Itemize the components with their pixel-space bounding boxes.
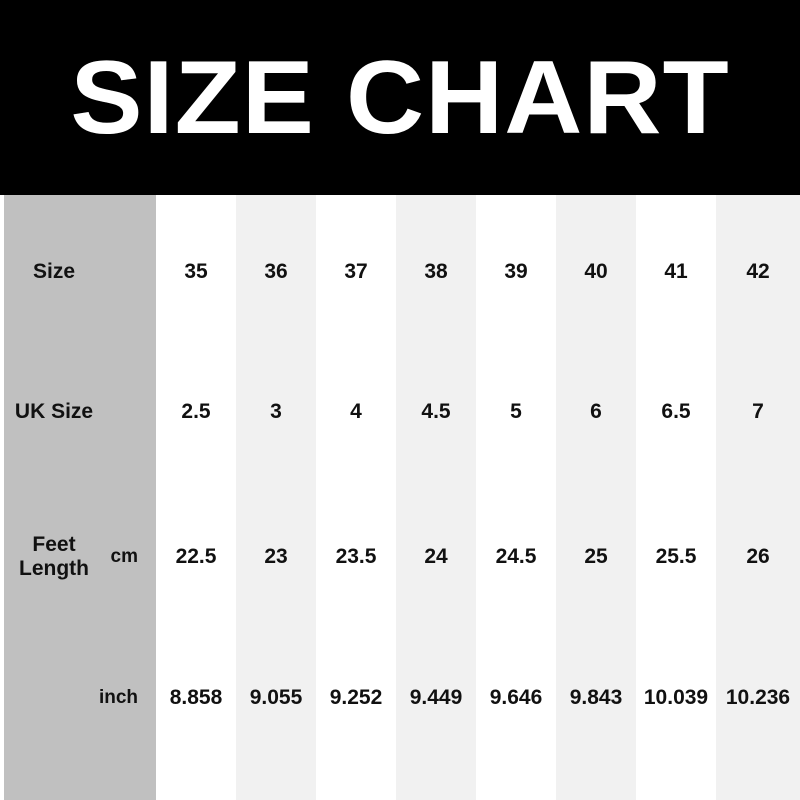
cell-cm-5: 24.5: [495, 545, 537, 569]
row-label-feet-length-line1: Feet: [32, 532, 76, 556]
data-column-4-background: [396, 195, 476, 800]
data-column-1-background: [156, 195, 236, 800]
data-column-6-background: [556, 195, 636, 800]
cell-inch-8: 10.236: [725, 686, 791, 710]
unit-label-inch: inch: [98, 687, 138, 709]
cell-uk-size-8: 7: [752, 400, 764, 424]
cell-size-38: 38: [424, 260, 448, 284]
cell-size-39: 39: [504, 260, 528, 284]
cell-inch-6: 9.843: [569, 686, 623, 710]
cell-cm-7: 25.5: [655, 545, 697, 569]
cell-size-37: 37: [344, 260, 368, 284]
page-title: SIZE CHART: [70, 39, 730, 156]
cell-uk-size-5: 5: [510, 400, 522, 424]
cell-cm-3: 23.5: [335, 545, 377, 569]
cell-size-41: 41: [664, 260, 688, 284]
cell-cm-1: 22.5: [175, 545, 217, 569]
cell-inch-3: 9.252: [329, 686, 383, 710]
cell-uk-size-4: 4.5: [421, 400, 451, 424]
cell-uk-size-7: 6.5: [661, 400, 691, 424]
cell-inch-7: 10.039: [643, 686, 709, 710]
cell-cm-8: 26: [746, 545, 770, 569]
cell-inch-5: 9.646: [489, 686, 543, 710]
cell-uk-size-2: 3: [270, 400, 282, 424]
data-column-8-background: [716, 195, 800, 800]
data-column-3-background: [316, 195, 396, 800]
cell-uk-size-3: 4: [350, 400, 362, 424]
cell-size-40: 40: [584, 260, 608, 284]
cell-cm-2: 23: [264, 545, 288, 569]
cell-cm-6: 25: [584, 545, 608, 569]
row-label-feet-length: Feet Length: [4, 526, 104, 588]
data-column-7-background: [636, 195, 716, 800]
data-column-5-background: [476, 195, 556, 800]
cell-uk-size-6: 6: [590, 400, 602, 424]
unit-label-cm: cm: [110, 546, 138, 568]
row-label-feet-length-line2: Length: [19, 557, 89, 580]
cell-uk-size-1: 2.5: [181, 400, 211, 424]
cell-cm-4: 24: [424, 545, 448, 569]
cell-inch-1: 8.858: [169, 686, 223, 710]
cell-size-35: 35: [184, 260, 208, 284]
size-chart-table: Size 35 36 37 38 39 40 41 42 UK Size 2.5…: [0, 195, 800, 800]
title-banner: SIZE CHART: [0, 0, 800, 195]
label-column-background: [4, 195, 156, 800]
row-label-size: Size: [32, 260, 76, 284]
cell-inch-2: 9.055: [249, 686, 303, 710]
cell-inch-4: 9.449: [409, 686, 463, 710]
cell-size-42: 42: [746, 260, 770, 284]
cell-size-36: 36: [264, 260, 288, 284]
data-column-2-background: [236, 195, 316, 800]
row-label-uk-size: UK Size: [14, 400, 94, 424]
